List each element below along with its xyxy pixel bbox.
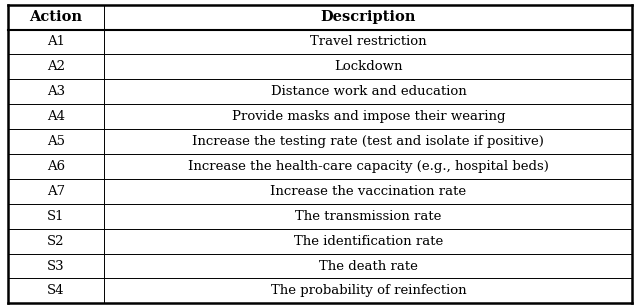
Text: S1: S1 xyxy=(47,210,65,223)
Text: A1: A1 xyxy=(47,35,65,48)
Text: The death rate: The death rate xyxy=(319,260,418,273)
Text: Provide masks and impose their wearing: Provide masks and impose their wearing xyxy=(232,110,505,123)
Text: A4: A4 xyxy=(47,110,65,123)
Text: A5: A5 xyxy=(47,135,65,148)
Text: Distance work and education: Distance work and education xyxy=(271,85,467,98)
Text: A3: A3 xyxy=(47,85,65,98)
Text: Increase the health-care capacity (e.g., hospital beds): Increase the health-care capacity (e.g.,… xyxy=(188,160,549,173)
Text: The identification rate: The identification rate xyxy=(294,235,443,248)
Text: A2: A2 xyxy=(47,60,65,73)
Text: S2: S2 xyxy=(47,235,65,248)
Text: The probability of reinfection: The probability of reinfection xyxy=(271,284,466,298)
Text: S4: S4 xyxy=(47,284,65,298)
Text: Description: Description xyxy=(321,10,416,24)
Text: A7: A7 xyxy=(47,185,65,198)
Text: Lockdown: Lockdown xyxy=(334,60,403,73)
Text: A6: A6 xyxy=(47,160,65,173)
Text: S3: S3 xyxy=(47,260,65,273)
Text: Increase the testing rate (test and isolate if positive): Increase the testing rate (test and isol… xyxy=(193,135,545,148)
Text: The transmission rate: The transmission rate xyxy=(295,210,442,223)
Text: Travel restriction: Travel restriction xyxy=(310,35,427,48)
Text: Action: Action xyxy=(29,10,83,24)
Text: Increase the vaccination rate: Increase the vaccination rate xyxy=(270,185,467,198)
